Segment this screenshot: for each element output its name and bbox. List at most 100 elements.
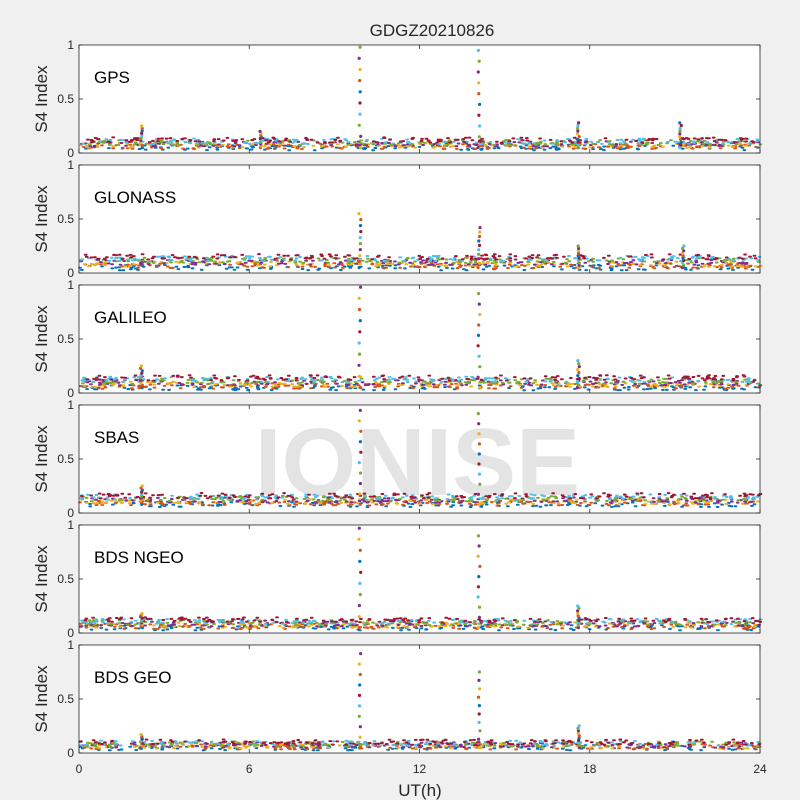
spike-point (478, 312, 482, 317)
spike-point (577, 362, 581, 366)
spike-point (576, 729, 581, 733)
spike-point (357, 374, 361, 378)
y-axis-label: S4 Index (32, 305, 51, 373)
y-tick-label: 0 (67, 266, 74, 280)
spike (576, 244, 581, 270)
spike-point (576, 726, 580, 731)
panels: 0 0.5 1 GPS S4 Index 0 0.5 1 GLONASS S4 Index 0 0.5… (32, 38, 767, 776)
spike-point (577, 246, 581, 250)
spike-point (359, 134, 363, 138)
spike-point (358, 224, 363, 228)
spike (476, 292, 482, 390)
spike-point (577, 618, 581, 623)
spike-point (679, 137, 683, 141)
spike (357, 526, 363, 630)
y-tick-label: 1 (67, 158, 74, 172)
baseline-dots-series-7 (86, 136, 756, 144)
spike-point (681, 263, 686, 267)
spike-point (359, 218, 363, 222)
spike-point (358, 67, 362, 72)
spike-point (139, 136, 143, 140)
spike-point (576, 129, 580, 133)
spike (476, 534, 482, 630)
spike-point (577, 263, 581, 267)
y-tick-label: 0 (67, 386, 74, 400)
y-axis-label: S4 Index (32, 665, 51, 733)
spike-point (680, 266, 685, 270)
spike-point (577, 734, 581, 738)
spike-point (359, 146, 363, 150)
panel-label: GPS (94, 68, 130, 87)
panel-label: BDS NGEO (94, 548, 184, 567)
spike-point (681, 246, 685, 250)
spike-point (357, 662, 361, 666)
spike-point (358, 248, 362, 252)
spike-point (577, 256, 581, 260)
spike-point (358, 471, 363, 475)
spike-point (576, 140, 580, 144)
spike-point (477, 92, 481, 96)
spike-point (577, 266, 581, 270)
spike (139, 612, 144, 630)
spike-point (358, 101, 362, 105)
spike-point (358, 725, 362, 729)
spike (357, 45, 363, 150)
spike (576, 604, 581, 630)
y-tick-label: 0.5 (57, 332, 74, 346)
spike-point (477, 243, 482, 247)
y-tick-label: 0 (67, 506, 74, 520)
y-axis-label: S4 Index (32, 545, 51, 613)
spike-point (359, 285, 363, 289)
spike-point (358, 319, 362, 323)
spike-point (359, 429, 363, 433)
spike-point (477, 135, 481, 139)
spike-point (577, 724, 581, 728)
spike-point (682, 258, 686, 262)
spike-point (358, 90, 362, 94)
spike-point (357, 363, 361, 367)
spike-point (477, 712, 481, 716)
spike-point (477, 261, 481, 265)
panel-label: SBAS (94, 428, 139, 447)
panel-label: BDS GEO (94, 668, 171, 687)
spike-point (576, 621, 580, 625)
spike-point (478, 365, 482, 369)
spike (258, 129, 263, 150)
x-tick-label: 12 (413, 762, 427, 776)
spike-point (478, 124, 482, 128)
baseline-dots-series-7 (79, 738, 761, 746)
spike-point (577, 121, 581, 125)
spike-point (577, 371, 581, 375)
spike-point (476, 585, 480, 589)
spike-point (576, 604, 580, 608)
y-tick-label: 1 (67, 398, 74, 412)
spike (477, 670, 482, 750)
spike-point (357, 704, 362, 708)
spike-point (678, 135, 682, 139)
spike-point (140, 371, 144, 375)
spike (680, 244, 686, 270)
panel-galileo: 0 0.5 1 GALILEO S4 Index (32, 278, 763, 400)
spike-point (681, 261, 685, 265)
baseline-dots-series-7 (80, 492, 763, 500)
spike-point (140, 126, 144, 130)
spike-point (476, 626, 480, 630)
spike-point (678, 132, 682, 136)
spike-point (357, 603, 361, 608)
spike-point (477, 422, 481, 426)
spike-point (358, 242, 362, 246)
spike-point (576, 374, 580, 378)
spike-point (477, 302, 481, 306)
spike-point (358, 735, 362, 739)
spike-point (139, 381, 143, 385)
spike-point (577, 736, 581, 740)
y-axis-label: S4 Index (32, 425, 51, 493)
spike-point (358, 502, 362, 506)
spike-point (357, 260, 361, 264)
spike-point (140, 143, 144, 147)
spike-point (357, 266, 361, 270)
spike-point (477, 502, 481, 506)
spike-point (359, 652, 363, 656)
